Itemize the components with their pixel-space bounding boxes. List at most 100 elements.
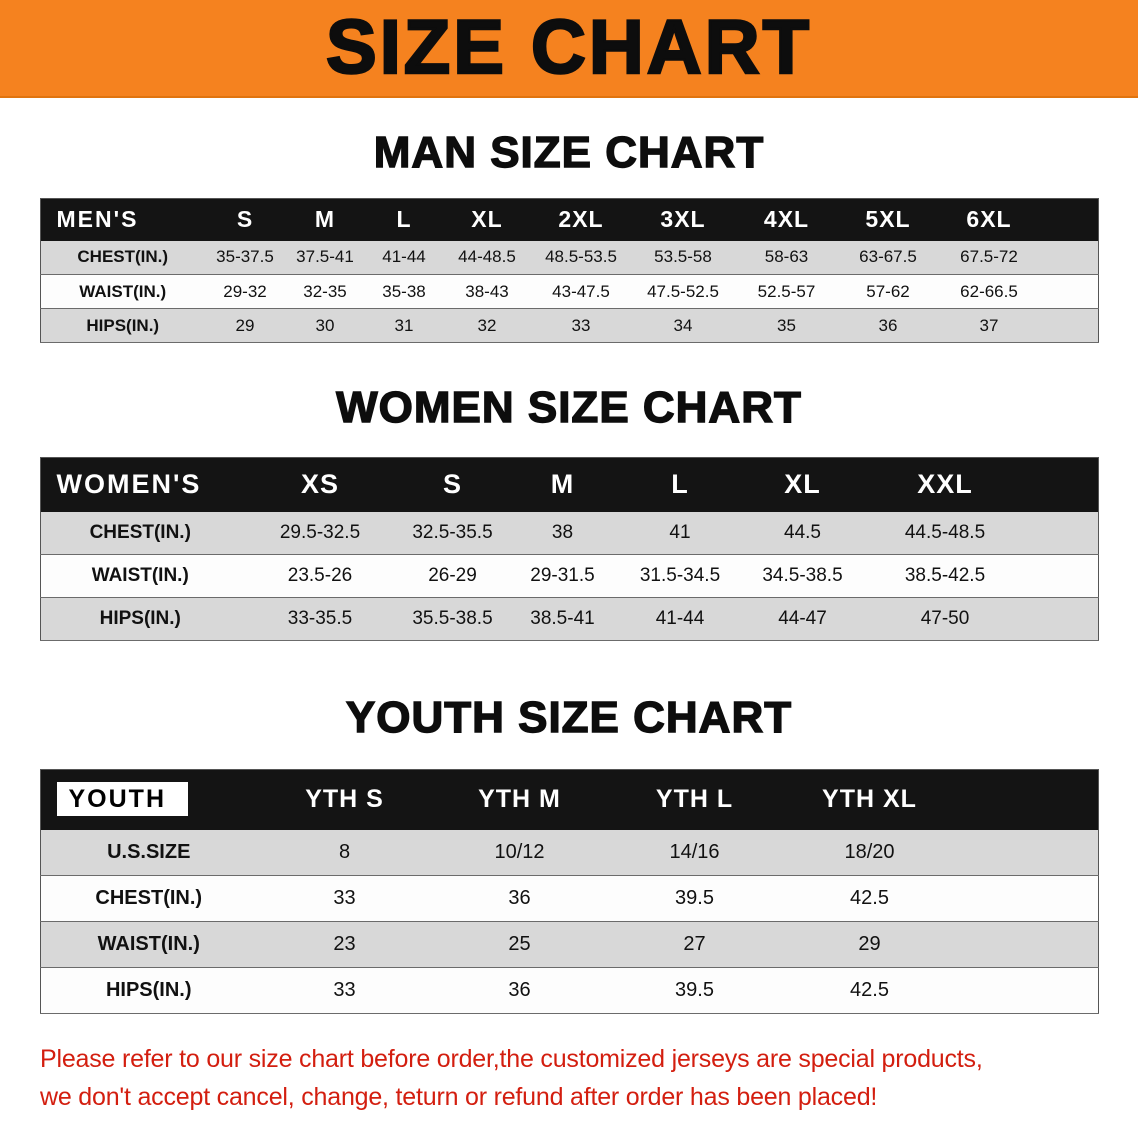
women-size-table-body: CHEST(IN.) 29.5-32.5 32.5-35.5 38 41 44.5 44.5…: [40, 511, 1098, 641]
table-title: MEN'S: [56, 206, 139, 233]
size-value: 36: [432, 875, 607, 922]
size-column-header: YTH M: [432, 769, 607, 830]
size-column-header: 6XL: [938, 198, 1040, 241]
size-column-header: 2XL: [531, 198, 631, 241]
size-value: 42.5: [782, 967, 957, 1014]
size-value: 37.5-41: [285, 240, 365, 275]
size-value: 36: [432, 967, 607, 1014]
filler-cell: [1040, 198, 1098, 241]
disclaimer-line-1: Please refer to our size chart before or…: [40, 1045, 983, 1073]
size-value: 33: [531, 308, 631, 343]
size-value: 38.5-41: [505, 597, 620, 641]
measurement-row: CHEST(IN.) 33 36 39.5 42.5: [40, 875, 1098, 922]
size-value: 41-44: [365, 240, 443, 275]
filler-cell: [957, 921, 1098, 968]
size-value: 41: [620, 511, 740, 555]
size-value: 29: [782, 921, 957, 968]
table-header-row: MEN'S S M L XL 2XL 3XL 4XL 5XL 6XL: [40, 198, 1098, 241]
size-value: 67.5-72: [938, 240, 1040, 275]
size-column-header: 4XL: [735, 198, 838, 241]
youth-size-table-body: U.S.SIZE 8 10/12 14/16 18/20 CHEST(IN.) 33 36 39…: [40, 829, 1098, 1014]
table-title-cell: WOMEN'S: [40, 457, 240, 512]
size-value: 39.5: [607, 967, 782, 1014]
size-value: 44.5-48.5: [865, 511, 1025, 555]
size-value: 62-66.5: [938, 274, 1040, 309]
size-column-header: L: [365, 198, 443, 241]
men-size-section: MAN SIZE CHART MEN'S S M L XL 2XL 3XL 4XL 5XL 6XL…: [0, 127, 1138, 343]
size-value: 57-62: [838, 274, 938, 309]
youth-size-section: YOUTH SIZE CHART YOUTH YTH S YTH M YTH L YTH…: [0, 692, 1138, 1014]
filler-cell: [957, 875, 1098, 922]
row-label: HIPS(IN.): [40, 308, 205, 343]
size-value: 38-43: [443, 274, 531, 309]
measurement-row: CHEST(IN.) 35-37.5 37.5-41 41-44 44-48.5 48.5…: [40, 240, 1098, 275]
size-value: 44-48.5: [443, 240, 531, 275]
size-value: 29.5-32.5: [240, 511, 400, 555]
size-value: 29-31.5: [505, 554, 620, 598]
size-value: 35-37.5: [205, 240, 285, 275]
filler-cell: [1040, 240, 1098, 275]
filler-cell: [1040, 274, 1098, 309]
size-column-header: YTH XL: [782, 769, 957, 830]
row-label: HIPS(IN.): [40, 967, 257, 1014]
row-label: WAIST(IN.): [40, 274, 205, 309]
size-value: 38: [505, 511, 620, 555]
section-heading-youth: YOUTH SIZE CHART: [345, 692, 793, 742]
measurement-row: WAIST(IN.) 29-32 32-35 35-38 38-43 43-47.5 47.…: [40, 274, 1098, 309]
table-title-cell: MEN'S: [40, 198, 205, 241]
size-value: 23.5-26: [240, 554, 400, 598]
measurement-row: HIPS(IN.) 29 30 31 32 33 34 35 36 37: [40, 308, 1098, 343]
measurement-row: HIPS(IN.) 33-35.5 35.5-38.5 38.5-41 41-44 44-…: [40, 597, 1098, 641]
table-title: YOUTH: [56, 782, 188, 817]
size-value: 34.5-38.5: [740, 554, 865, 598]
size-column-header: YTH S: [257, 769, 432, 830]
filler-cell: [1025, 554, 1098, 598]
row-label: CHEST(IN.): [40, 875, 257, 922]
men-size-table-body: CHEST(IN.) 35-37.5 37.5-41 41-44 44-48.5 48.5…: [40, 240, 1098, 343]
size-value: 35: [735, 308, 838, 343]
size-value: 37: [938, 308, 1040, 343]
size-value: 8: [257, 829, 432, 876]
women-size-table: WOMEN'S XS S M L XL XXL CHEST(IN.) 29.5-32.5 32.…: [39, 457, 1099, 641]
size-value: 47.5-52.5: [631, 274, 735, 309]
size-value: 42.5: [782, 875, 957, 922]
row-label: HIPS(IN.): [40, 597, 240, 641]
size-value: 14/16: [607, 829, 782, 876]
size-value: 35-38: [365, 274, 443, 309]
size-value: 30: [285, 308, 365, 343]
disclaimer-line-2: we don't accept cancel, change, teturn o…: [40, 1083, 878, 1111]
size-value: 25: [432, 921, 607, 968]
size-column-header: YTH L: [607, 769, 782, 830]
filler-cell: [1025, 457, 1098, 512]
size-column-header: XL: [740, 457, 865, 512]
size-value: 10/12: [432, 829, 607, 876]
size-value: 29: [205, 308, 285, 343]
size-value: 29-32: [205, 274, 285, 309]
size-value: 35.5-38.5: [400, 597, 505, 641]
measurement-row: U.S.SIZE 8 10/12 14/16 18/20: [40, 829, 1098, 876]
size-value: 44-47: [740, 597, 865, 641]
table-title-cell: YOUTH: [40, 769, 257, 830]
size-value: 31.5-34.5: [620, 554, 740, 598]
size-column-header: XS: [240, 457, 400, 512]
size-value: 32.5-35.5: [400, 511, 505, 555]
table-header-row: YOUTH YTH S YTH M YTH L YTH XL: [40, 769, 1098, 830]
size-value: 26-29: [400, 554, 505, 598]
size-column-header: M: [505, 457, 620, 512]
measurement-row: CHEST(IN.) 29.5-32.5 32.5-35.5 38 41 44.5 44.5…: [40, 511, 1098, 555]
size-value: 39.5: [607, 875, 782, 922]
size-value: 41-44: [620, 597, 740, 641]
size-column-header: 3XL: [631, 198, 735, 241]
men-size-table: MEN'S S M L XL 2XL 3XL 4XL 5XL 6XL CHEST(IN.) 35-3…: [39, 198, 1099, 343]
row-label: U.S.SIZE: [40, 829, 257, 876]
size-value: 53.5-58: [631, 240, 735, 275]
filler-cell: [1025, 597, 1098, 641]
size-value: 43-47.5: [531, 274, 631, 309]
disclaimer: Please refer to our size chart before or…: [0, 1040, 1138, 1116]
row-label: WAIST(IN.): [40, 921, 257, 968]
size-value: 36: [838, 308, 938, 343]
size-column-header: S: [400, 457, 505, 512]
size-value: 38.5-42.5: [865, 554, 1025, 598]
size-value: 32-35: [285, 274, 365, 309]
filler-cell: [957, 769, 1098, 830]
